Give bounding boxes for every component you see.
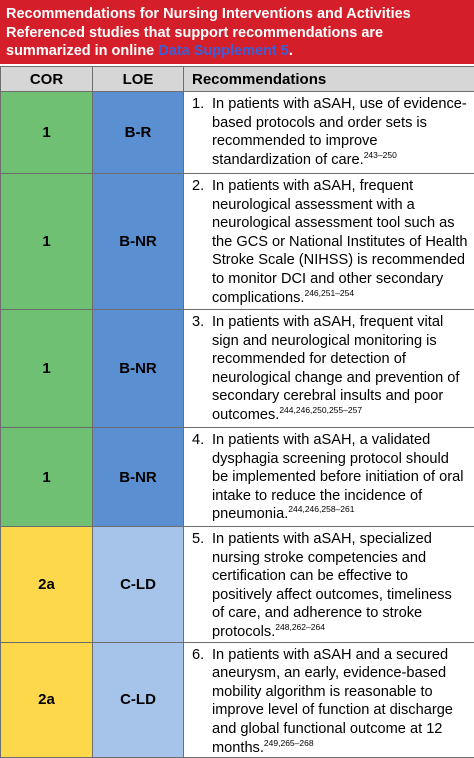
item-number: 1. <box>192 95 212 169</box>
loe-cell: C-LD <box>93 642 184 758</box>
recommendation-cell: 6.In patients with aSAH and a secured an… <box>184 642 474 758</box>
header: Recommendations for Nursing Intervention… <box>0 0 474 64</box>
recommendation-text: In patients with aSAH and a secured aneu… <box>212 647 453 756</box>
recommendation-cell: 2.In patients with aSAH, frequent neurol… <box>184 174 474 310</box>
item-number: 5. <box>192 530 212 642</box>
recommendation-text-wrap: In patients with aSAH, a validated dysph… <box>212 431 468 524</box>
recommendation-text-wrap: In patients with aSAH and a secured aneu… <box>212 646 468 758</box>
recommendation: 6.In patients with aSAH and a secured an… <box>192 646 468 758</box>
references: 244,246,250,255–257 <box>279 405 362 415</box>
page: {"header":{"title":"Recommendations for … <box>0 0 474 727</box>
loe-cell: B-NR <box>93 428 184 527</box>
item-number: 3. <box>192 313 212 425</box>
column-header: LOE <box>93 67 184 92</box>
item-number: 6. <box>192 646 212 758</box>
recommendation-cell: 4.In patients with aSAH, a validated dys… <box>184 428 474 527</box>
loe-cell: C-LD <box>93 527 184 643</box>
column-header: COR <box>1 67 93 92</box>
cor-cell: 2a <box>1 527 93 643</box>
cor-cell: 1 <box>1 428 93 527</box>
recommendation-cell: 3.In patients with aSAH, frequent vital … <box>184 310 474 428</box>
references: 249,265–268 <box>264 738 314 748</box>
references: 248,262–264 <box>275 622 325 632</box>
cor-cell: 2a <box>1 642 93 758</box>
recommendation-text: In patients with aSAH, frequent neurolog… <box>212 178 468 306</box>
loe-cell: B-NR <box>93 174 184 310</box>
cor-cell: 1 <box>1 92 93 174</box>
loe-cell: B-R <box>93 92 184 174</box>
recommendation-cell: 1.In patients with aSAH, use of evidence… <box>184 92 474 174</box>
references: 244,246,258–261 <box>288 505 354 515</box>
recommendation: 3.In patients with aSAH, frequent vital … <box>192 313 468 425</box>
item-number: 2. <box>192 177 212 307</box>
recommendation: 2.In patients with aSAH, frequent neurol… <box>192 177 468 307</box>
supplement-link[interactable]: Data Supplement 5 <box>158 43 289 59</box>
recommendation-text-wrap: In patients with aSAH, use of evidence-b… <box>212 95 468 169</box>
header-row: COR LOE Recommendations <box>1 67 474 92</box>
references: 246,251–254 <box>304 288 354 298</box>
cor-cell: 1 <box>1 174 93 310</box>
recommendation-text: In patients with aSAH, specialized nursi… <box>212 531 452 640</box>
recommendation-text-wrap: In patients with aSAH, specialized nursi… <box>212 530 468 642</box>
recommendation: 5.In patients with aSAH, specialized nur… <box>192 530 468 642</box>
item-number: 4. <box>192 431 212 524</box>
subtitle-end: . <box>289 43 293 59</box>
recommendation-cell: 5.In patients with aSAH, specialized nur… <box>184 527 474 643</box>
recommendation: 1.In patients with aSAH, use of evidence… <box>192 95 468 169</box>
references: 243–250 <box>364 150 397 160</box>
subtitle: Referenced studies that support recommen… <box>6 24 468 61</box>
recommendation-text-wrap: In patients with aSAH, frequent vital si… <box>212 313 468 425</box>
recommendation-text-wrap: In patients with aSAH, frequent neurolog… <box>212 177 468 307</box>
cor-cell: 1 <box>1 310 93 428</box>
title: Recommendations for Nursing Intervention… <box>6 5 468 24</box>
column-header: Recommendations <box>184 67 474 92</box>
loe-cell: B-NR <box>93 310 184 428</box>
recommendation: 4.In patients with aSAH, a validated dys… <box>192 431 468 524</box>
recommendation-text: In patients with aSAH, use of evidence-b… <box>212 96 467 168</box>
